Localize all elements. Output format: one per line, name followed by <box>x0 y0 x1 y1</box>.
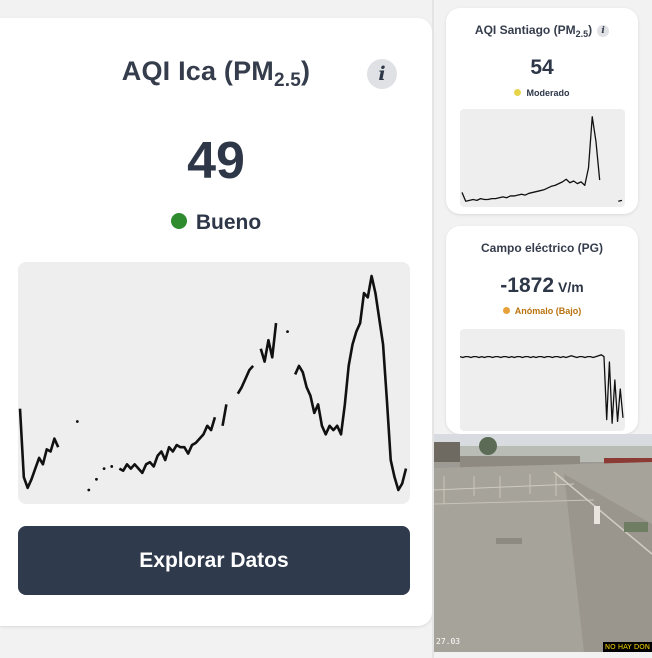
status-indicator: Bueno <box>0 211 432 235</box>
chart-point <box>75 420 79 423</box>
aqi-chart-svg <box>18 274 408 492</box>
chart-point <box>102 467 106 470</box>
status-label: Moderado <box>526 88 570 98</box>
chart-series-line-segment <box>221 404 228 427</box>
aqi-value: 49 <box>187 132 245 190</box>
electric-field-card: Campo eléctrico (PG) -1872 V/m Anómalo (B… <box>446 226 638 434</box>
status-label: Anómalo (Bajo) <box>514 306 582 316</box>
aqi-ica-card: AQI Ica (PM2.5) i 49 Bueno Explorar Dato… <box>0 18 432 626</box>
field-chart-svg <box>460 354 624 424</box>
status-indicator: Moderado <box>446 88 638 98</box>
chart-series-line-segment <box>18 408 60 490</box>
chart-series-line-segment <box>236 365 255 395</box>
status-label: Bueno <box>195 211 262 234</box>
chart-point <box>286 330 289 334</box>
chart-series-line-segment <box>461 116 601 202</box>
field-value: -1872 V/m <box>500 274 584 297</box>
chart-series-line-segment <box>618 199 623 202</box>
card-title: AQI Santiago (PM2.5) i <box>446 23 638 39</box>
divider <box>432 0 434 658</box>
chart-series-line-segment <box>118 416 217 475</box>
aqi-value: 54 <box>530 56 554 79</box>
field-chart <box>460 329 625 431</box>
chart-series-line-segment <box>259 322 278 363</box>
camera-timestamp: 27.03 <box>436 637 461 646</box>
explore-data-button[interactable]: Explorar Datos <box>18 526 410 595</box>
info-icon[interactable]: i <box>597 25 610 37</box>
unit-label: V/m <box>558 279 584 295</box>
status-dot-icon <box>502 307 510 315</box>
chart-series-line-segment <box>460 354 624 424</box>
status-indicator: Anómalo (Bajo) <box>446 306 638 316</box>
aqi-santiago-card: AQI Santiago (PM2.5) i 54 Moderado <box>446 8 638 214</box>
chart-point <box>87 488 91 492</box>
camera-overlay-label: NO HAY DON <box>602 642 652 652</box>
aqi-chart <box>460 109 625 207</box>
chart-point <box>95 477 98 481</box>
card-title: Campo eléctrico (PG) <box>480 241 604 255</box>
status-dot-icon <box>514 89 522 97</box>
aqi-chart <box>18 262 410 504</box>
aqi-chart-svg <box>461 116 623 202</box>
camera-image <box>434 434 652 652</box>
chart-series-line-segment <box>293 274 408 492</box>
chart-point <box>110 465 114 468</box>
card-title: AQI Ica (PM2.5) <box>121 56 311 91</box>
camera-feed[interactable]: 27.03 NO HAY DON <box>434 434 652 652</box>
status-dot-icon <box>170 213 187 230</box>
info-icon[interactable]: i <box>367 59 397 89</box>
